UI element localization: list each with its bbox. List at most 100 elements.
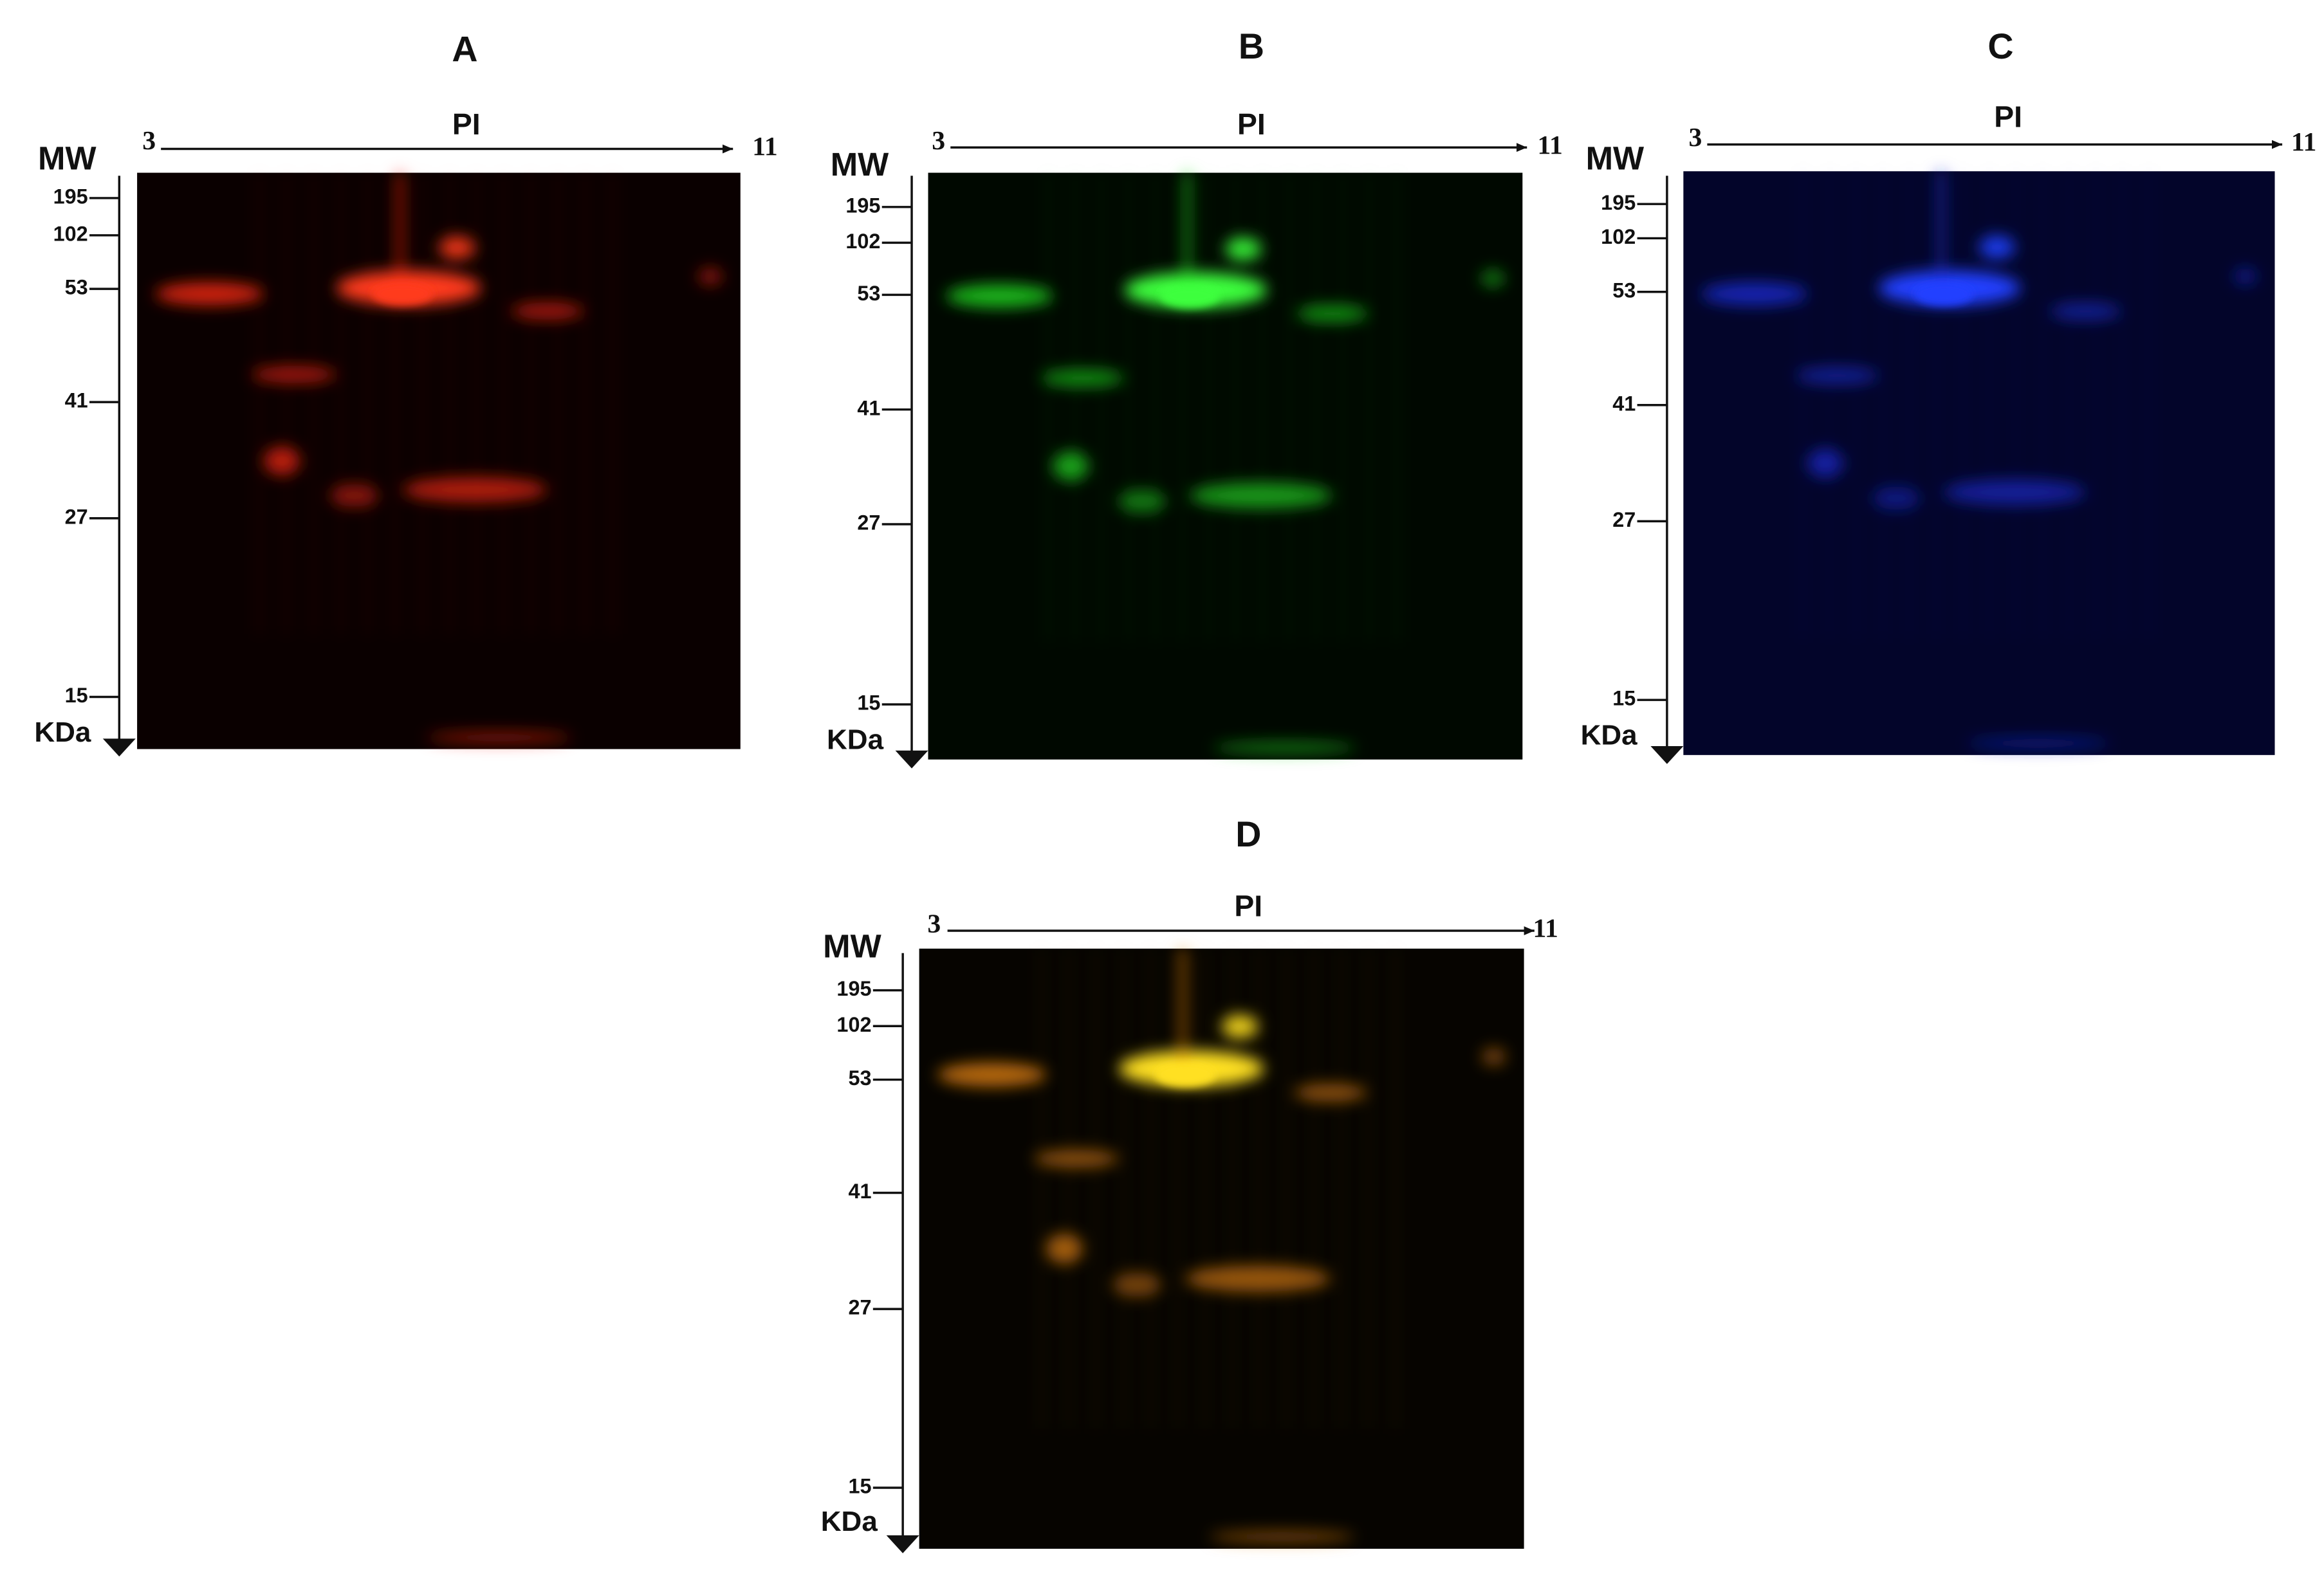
gel-streak [1339,948,1343,1429]
x-start-label: 3 [927,909,941,939]
gel-spot [264,446,300,475]
y-tick-label: 27 [848,1296,871,1319]
gel-streak [1394,948,1397,1429]
gel-streak [1203,948,1207,1429]
gel-spot [1155,1063,1216,1087]
gel-spot [438,236,475,259]
y-tick-label: 15 [65,684,88,707]
gel-spots [155,172,723,744]
x-end-label: 11 [2291,127,2316,157]
gel-spot [698,268,723,286]
gel-image [928,172,1523,760]
gel-streak [475,172,478,634]
gel-streak [1937,171,1946,288]
gel-streak [1368,172,1371,643]
gel-streak [1176,948,1179,1429]
gel-streak [1234,172,1237,643]
panel: C PI 3 11 MW KDa 195 102 53 41 27 15 [1581,26,2316,764]
gel-spot [1185,1265,1331,1292]
gel-spot [1189,482,1333,509]
gel-streak [1181,172,1184,643]
gel-streak [1179,948,1187,1069]
gel-core [372,282,433,306]
gel-core [1914,282,1973,306]
x-start-label: 3 [932,126,945,156]
gel-spot [1481,1047,1506,1066]
y-unit-label: KDa [34,717,91,748]
y-tick-label: 102 [53,222,88,245]
y-axis-label: MW [831,146,889,183]
gel-spot [1978,235,2015,259]
gel-streak [1828,171,1832,639]
gel-streak [583,172,587,634]
x-end-label: 11 [1533,914,1558,944]
y-tick-label: 41 [848,1180,871,1203]
gel-streak [2121,171,2125,639]
gel-spot [1118,489,1167,513]
gel-streak [312,172,315,634]
gel-spot [1046,1234,1083,1264]
gel-background [928,172,1523,760]
y-tick-label: 53 [65,276,88,299]
panel-title: D [1235,814,1261,854]
gel-streak [1312,948,1316,1429]
x-end-label: 11 [752,132,777,161]
gel-streak [393,172,397,634]
panel: B PI 3 11 MW KDa 195 102 53 41 27 15 [827,26,1563,769]
gel-background [1683,171,2275,755]
x-start-label: 3 [1688,123,1702,152]
gel-streak [1367,948,1370,1429]
gel-streak [1067,948,1071,1429]
gel-spot [1041,369,1125,387]
y-tick-label: 102 [836,1013,871,1036]
gel-streak [1802,171,1805,639]
gel-streak [2094,171,2098,639]
y-tick-label: 15 [1612,687,1636,710]
gel-streak [366,172,370,634]
panel: D PI 3 11 MW KDa 195 102 53 41 27 15 [821,814,1558,1553]
gel-spot [1914,282,1973,306]
panel-title: C [1987,26,2013,66]
gel-spot [1294,1083,1367,1102]
gel-streak [284,172,288,634]
gel-streak [1047,172,1050,643]
y-tick-label: 27 [65,505,88,528]
gel-spot [1225,237,1261,261]
gel-spot [1943,479,2086,506]
panel: A PI 3 11 MW KDa 195 102 53 41 27 15 [34,30,778,757]
gel-image [137,172,741,749]
gel-spot [402,477,548,503]
y-tick-label: 41 [1612,392,1636,415]
gel-background [919,948,1524,1549]
y-tick-label: 15 [857,691,880,715]
gel-spot [155,282,264,306]
y-tick-label: 195 [836,977,871,1000]
y-tick-label: 15 [848,1475,871,1498]
gel-streak [2041,171,2045,639]
panel-title: B [1239,26,1264,66]
gel-spot [252,365,337,383]
gel-spot [1480,270,1505,288]
gel-streak [1908,171,1912,639]
gel-spot [2233,268,2257,286]
gel-spots [1701,171,2257,749]
panel-title: A [452,30,477,69]
gel-spot [1701,282,1808,306]
gel-streak [1040,948,1044,1429]
gel-streak [1183,172,1192,291]
gel-streak [2015,171,2018,639]
gel-spot [427,731,572,744]
y-unit-label: KDa [1581,720,1638,751]
gel-spot [1221,1014,1259,1039]
y-axis-label: MW [1586,140,1645,177]
gel-streak [611,172,614,634]
gel-streak [1230,948,1234,1429]
x-start-label: 3 [142,126,156,156]
gel-spot [1807,448,1843,478]
gel-streak [1260,172,1264,643]
y-tick-label: 27 [857,511,880,535]
gel-core [1155,1063,1216,1087]
gel-spot [1213,742,1356,754]
